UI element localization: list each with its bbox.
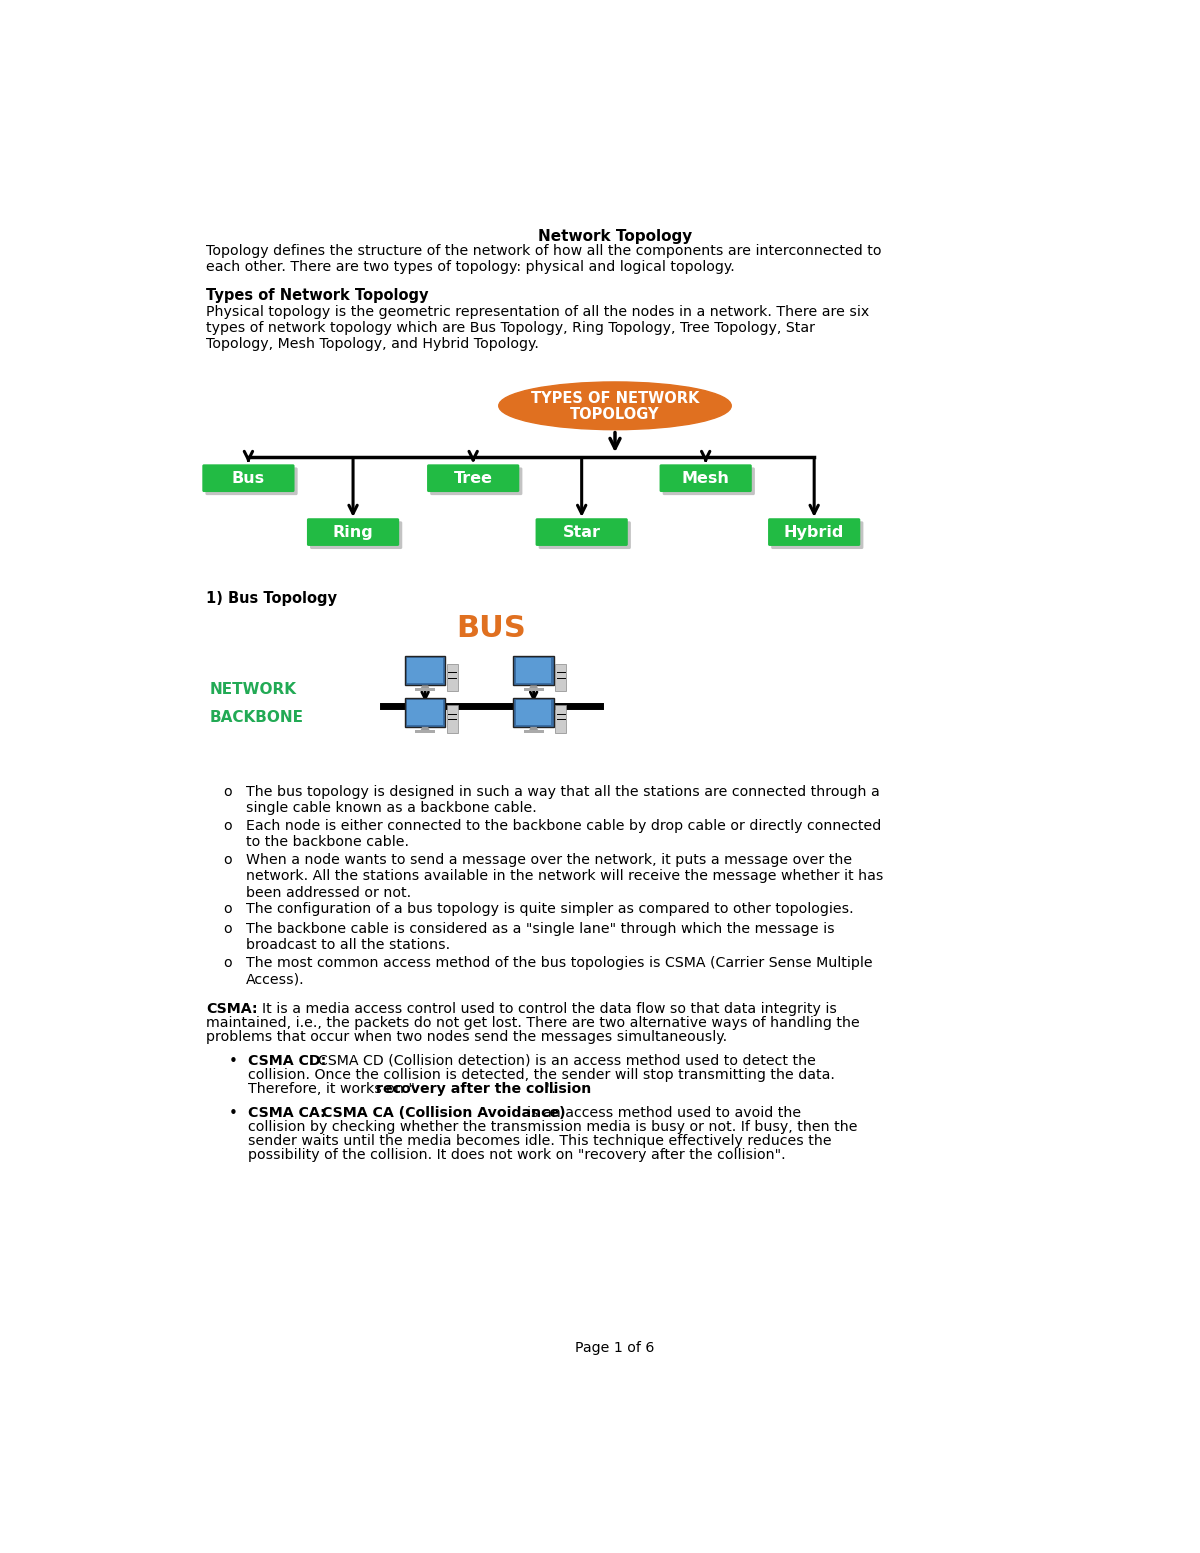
Polygon shape [420, 685, 430, 690]
Text: collision. Once the collision is detected, the sender will stop transmitting the: collision. Once the collision is detecte… [248, 1068, 835, 1082]
Text: Star: Star [563, 525, 601, 539]
Polygon shape [529, 685, 539, 690]
Text: possibility of the collision. It does not work on "recovery after the collision": possibility of the collision. It does no… [248, 1149, 786, 1163]
Text: The backbone cable is considered as a "single lane" through which the message is: The backbone cable is considered as a "s… [246, 922, 835, 952]
Ellipse shape [499, 382, 731, 430]
Text: Ring: Ring [332, 525, 373, 539]
FancyBboxPatch shape [535, 519, 628, 547]
FancyBboxPatch shape [516, 658, 552, 683]
Text: o: o [223, 853, 232, 867]
Text: collision by checking whether the transmission media is busy or not. If busy, th: collision by checking whether the transm… [248, 1120, 858, 1134]
Text: Each node is either connected to the backbone cable by drop cable or directly co: Each node is either connected to the bac… [246, 818, 881, 849]
FancyBboxPatch shape [310, 522, 402, 550]
Text: CSMA CD:: CSMA CD: [248, 1054, 326, 1068]
Text: TYPES OF NETWORK: TYPES OF NETWORK [530, 391, 700, 407]
Text: When a node wants to send a message over the network, it puts a message over the: When a node wants to send a message over… [246, 853, 883, 899]
Text: o: o [223, 902, 232, 916]
Text: The bus topology is designed in such a way that all the stations are connected t: The bus topology is designed in such a w… [246, 784, 880, 815]
FancyBboxPatch shape [307, 519, 400, 547]
Text: CSMA CA:: CSMA CA: [248, 1106, 326, 1120]
Text: maintained, i.e., the packets do not get lost. There are two alternative ways of: maintained, i.e., the packets do not get… [206, 1016, 859, 1030]
Text: CSMA:: CSMA: [206, 1002, 258, 1016]
FancyBboxPatch shape [415, 730, 436, 733]
Text: o: o [223, 957, 232, 971]
FancyBboxPatch shape [514, 655, 553, 685]
Text: 1) Bus Topology: 1) Bus Topology [206, 590, 337, 606]
Text: CSMA CA (Collision Avoidance): CSMA CA (Collision Avoidance) [322, 1106, 565, 1120]
Text: •: • [229, 1054, 238, 1068]
FancyBboxPatch shape [556, 705, 566, 733]
FancyBboxPatch shape [430, 467, 522, 495]
Text: CSMA CD (Collision detection) is an access method used to detect the: CSMA CD (Collision detection) is an acce… [318, 1054, 816, 1068]
Text: Types of Network Topology: Types of Network Topology [206, 287, 428, 303]
FancyBboxPatch shape [407, 658, 443, 683]
FancyBboxPatch shape [523, 730, 544, 733]
Text: Page 1 of 6: Page 1 of 6 [575, 1342, 655, 1356]
Text: NETWORK: NETWORK [210, 682, 296, 697]
Text: BUS: BUS [456, 613, 526, 643]
Text: o: o [223, 922, 232, 936]
Text: The most common access method of the bus topologies is CSMA (Carrier Sense Multi: The most common access method of the bus… [246, 957, 872, 986]
Polygon shape [529, 727, 539, 731]
Text: sender waits until the media becomes idle. This technique effectively reduces th: sender waits until the media becomes idl… [248, 1134, 832, 1148]
FancyBboxPatch shape [556, 663, 566, 691]
Text: Tree: Tree [454, 471, 493, 486]
Polygon shape [420, 727, 430, 731]
FancyBboxPatch shape [404, 697, 445, 727]
FancyBboxPatch shape [662, 467, 755, 495]
FancyBboxPatch shape [768, 519, 860, 547]
FancyBboxPatch shape [523, 688, 544, 691]
FancyBboxPatch shape [772, 522, 863, 550]
FancyBboxPatch shape [516, 700, 552, 725]
Text: o: o [223, 818, 232, 832]
FancyBboxPatch shape [539, 522, 631, 550]
FancyBboxPatch shape [446, 705, 457, 733]
Text: It is a media access control used to control the data flow so that data integrit: It is a media access control used to con… [263, 1002, 838, 1016]
Text: ".: ". [546, 1082, 557, 1096]
Text: Bus: Bus [232, 471, 265, 486]
Text: Hybrid: Hybrid [784, 525, 845, 539]
FancyBboxPatch shape [427, 464, 520, 492]
Text: Therefore, it works on ": Therefore, it works on " [248, 1082, 415, 1096]
Text: •: • [229, 1106, 238, 1121]
Text: Physical topology is the geometric representation of all the nodes in a network.: Physical topology is the geometric repre… [206, 304, 869, 351]
FancyBboxPatch shape [446, 663, 457, 691]
Text: TOPOLOGY: TOPOLOGY [570, 407, 660, 422]
Text: BACKBONE: BACKBONE [210, 710, 304, 725]
FancyBboxPatch shape [514, 697, 553, 727]
FancyBboxPatch shape [407, 700, 443, 725]
Text: recovery after the collision: recovery after the collision [377, 1082, 592, 1096]
FancyBboxPatch shape [203, 464, 294, 492]
Text: is an access method used to avoid the: is an access method used to avoid the [528, 1106, 802, 1120]
Text: Mesh: Mesh [682, 471, 730, 486]
Text: The configuration of a bus topology is quite simpler as compared to other topolo: The configuration of a bus topology is q… [246, 902, 853, 916]
FancyBboxPatch shape [404, 655, 445, 685]
Text: Topology defines the structure of the network of how all the components are inte: Topology defines the structure of the ne… [206, 244, 881, 275]
FancyBboxPatch shape [205, 467, 298, 495]
FancyBboxPatch shape [415, 688, 436, 691]
FancyBboxPatch shape [660, 464, 751, 492]
Text: problems that occur when two nodes send the messages simultaneously.: problems that occur when two nodes send … [206, 1030, 727, 1044]
Text: o: o [223, 784, 232, 798]
Text: Network Topology: Network Topology [538, 228, 692, 244]
